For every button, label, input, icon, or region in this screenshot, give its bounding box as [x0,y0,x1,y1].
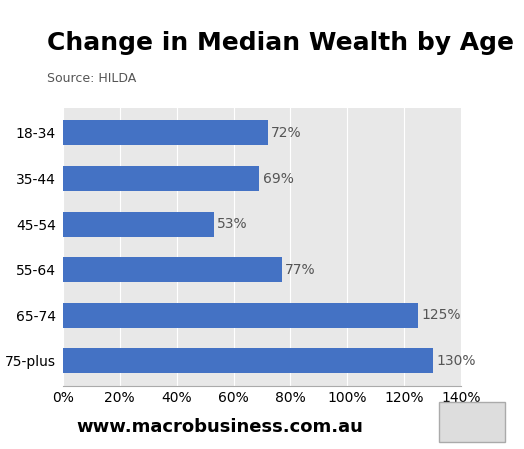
Text: Change in Median Wealth by Age: Change in Median Wealth by Age [47,31,514,55]
Bar [63,166,259,191]
Text: www.macrobusiness.com.au: www.macrobusiness.com.au [77,418,364,436]
Text: 77%: 77% [286,263,316,277]
Text: 125%: 125% [422,308,461,322]
Bar [63,303,419,328]
Bar [63,348,433,374]
Text: 72%: 72% [271,126,302,140]
Text: MACRO
BUSINESS: MACRO BUSINESS [387,36,488,77]
Bar [63,257,282,282]
Text: 53%: 53% [217,217,248,231]
Text: 130%: 130% [436,354,476,368]
Text: Source: HILDA: Source: HILDA [47,72,136,85]
FancyBboxPatch shape [439,402,505,442]
Text: 69%: 69% [263,172,293,185]
Bar [63,211,214,237]
Bar [63,120,268,145]
